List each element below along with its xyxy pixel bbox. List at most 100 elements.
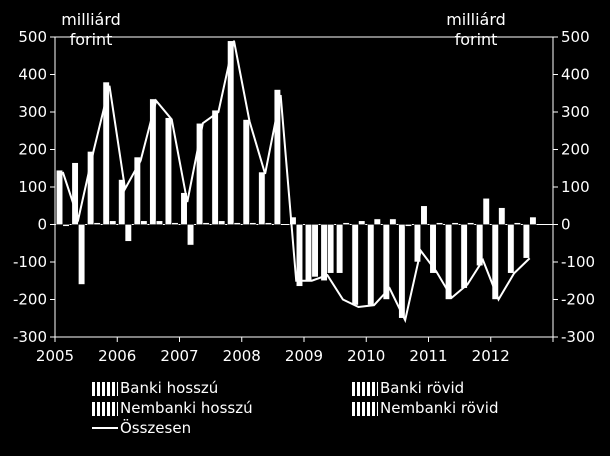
bar-banki-rovid: [498, 207, 506, 225]
bar-banki-rovid: [140, 220, 148, 225]
bar-banki-hosszu: [118, 179, 126, 225]
plot-frame: [54, 36, 554, 338]
bar-banki-rovid: [93, 222, 101, 225]
bar-banki-hosszu: [336, 224, 344, 274]
bar-banki-rovid: [124, 224, 132, 242]
bar-banki-hosszu: [102, 81, 110, 225]
y-tick-label-left: 400: [18, 66, 47, 84]
bar-banki-hosszu: [460, 224, 468, 289]
bar-banki-rovid: [171, 222, 179, 225]
legend-item-nembanki-rovid: Nembanki rövid: [352, 398, 498, 418]
bar-banki-rovid: [420, 205, 428, 225]
bar-banki-rovid: [451, 222, 459, 225]
bar-banki-hosszu: [164, 117, 173, 225]
bar-banki-hosszu: [211, 109, 219, 225]
x-tick-label: 2009: [285, 347, 323, 365]
legend-item-banki-hosszu: Banki hosszú: [92, 378, 218, 398]
legend-swatch: [352, 381, 378, 396]
y-tick-label-left: -300: [13, 328, 47, 346]
legend-item-banki-rovid: Banki rövid: [352, 378, 464, 398]
bar-banki-hosszu: [398, 224, 406, 319]
bar-banki-hosszu: [180, 192, 188, 225]
bar-banki-rovid: [155, 220, 163, 225]
bar-banki-rovid: [482, 197, 490, 225]
bar-banki-hosszu: [304, 224, 313, 282]
x-tick-label: 2006: [98, 347, 136, 365]
bar-banki-hosszu: [382, 224, 390, 300]
y-tick-label-right: 500: [561, 28, 590, 46]
legend-item-osszesen: Összesen: [92, 418, 191, 438]
bar-banki-rovid: [467, 222, 475, 225]
x-tick-label: 2008: [223, 347, 261, 365]
x-tick-label: 2011: [409, 347, 447, 365]
legend-item-nembanki-hosszu: Nembanki hosszú: [92, 398, 253, 418]
bar-banki-rovid: [529, 216, 537, 225]
bar-banki-rovid: [342, 222, 350, 225]
bar-banki-rovid: [327, 224, 335, 274]
left-axis-unit: milliárd forint: [61, 10, 121, 49]
y-tick-label-right: 400: [561, 66, 590, 84]
y-tick-label-left: -200: [13, 291, 47, 309]
bar-banki-rovid: [78, 224, 86, 285]
y-tick-label-right: 100: [561, 178, 590, 196]
bar-banki-rovid: [202, 222, 210, 225]
bar-banki-hosszu: [71, 162, 79, 225]
bar-banki-rovid: [404, 224, 412, 227]
bar-banki-rovid: [435, 222, 444, 225]
legend-label: Banki rövid: [380, 379, 465, 397]
y-tick-label-right: -100: [561, 253, 595, 271]
bar-banki-hosszu: [87, 151, 95, 225]
bar-banki-hosszu: [491, 224, 499, 300]
bar-banki-rovid: [513, 222, 521, 225]
bar-banki-hosszu: [445, 224, 453, 300]
legend-label: Nembanki hosszú: [120, 399, 253, 417]
x-tick-label: 2010: [347, 347, 385, 365]
y-tick-label-left: 300: [18, 103, 47, 121]
legend-swatch-line: [92, 426, 118, 429]
bar-banki-rovid: [358, 220, 366, 225]
x-tick-label: 2012: [472, 347, 510, 365]
bar-banki-hosszu: [196, 122, 204, 225]
bar-banki-rovid: [233, 222, 241, 225]
y-tick-label-left: 500: [18, 28, 47, 46]
y-tick-label-right: 0: [561, 216, 571, 234]
bar-banki-hosszu: [55, 169, 64, 225]
bar-banki-rovid: [373, 218, 381, 225]
y-tick-label-right: 300: [561, 103, 590, 121]
legend-swatch: [92, 381, 118, 396]
bar-banki-rovid: [218, 220, 226, 225]
bar-banki-hosszu: [242, 119, 250, 225]
bar-banki-hosszu: [429, 224, 437, 274]
bar-banki-hosszu: [149, 98, 157, 225]
bar-banki-hosszu: [273, 89, 281, 225]
bar-banki-rovid: [264, 222, 272, 225]
bar-banki-hosszu: [289, 216, 297, 225]
right-axis-unit: milliárd forint: [446, 10, 506, 49]
bar-banki-hosszu: [507, 224, 515, 274]
legend-label: Összesen: [120, 419, 192, 437]
y-tick-label-left: 200: [18, 141, 47, 159]
x-tick-label: 2005: [36, 347, 74, 365]
bar-banki-rovid: [389, 218, 397, 225]
x-tick-label: 2007: [160, 347, 198, 365]
y-tick-label-left: 100: [18, 178, 47, 196]
legend-swatch: [352, 401, 378, 416]
y-tick-label-right: -300: [561, 328, 595, 346]
bar-banki-hosszu: [367, 224, 375, 306]
line-osszesen: [61, 40, 531, 324]
y-tick-label-right: 200: [561, 141, 590, 159]
bar-banki-rovid: [62, 224, 70, 227]
bar-banki-rovid: [186, 224, 195, 246]
y-tick-label-left: -100: [13, 253, 47, 271]
bar-banki-hosszu: [227, 40, 235, 225]
legend-swatch: [92, 401, 118, 416]
bar-banki-hosszu: [320, 224, 328, 282]
legend-label: Banki hosszú: [120, 379, 219, 397]
y-tick-label-left: 0: [37, 216, 47, 234]
bar-banki-hosszu: [351, 224, 359, 306]
legend-label: Nembanki rövid: [380, 399, 499, 417]
bar-banki-rovid: [295, 224, 304, 287]
bar-banki-rovid: [249, 222, 257, 225]
bar-banki-rovid: [311, 224, 319, 278]
